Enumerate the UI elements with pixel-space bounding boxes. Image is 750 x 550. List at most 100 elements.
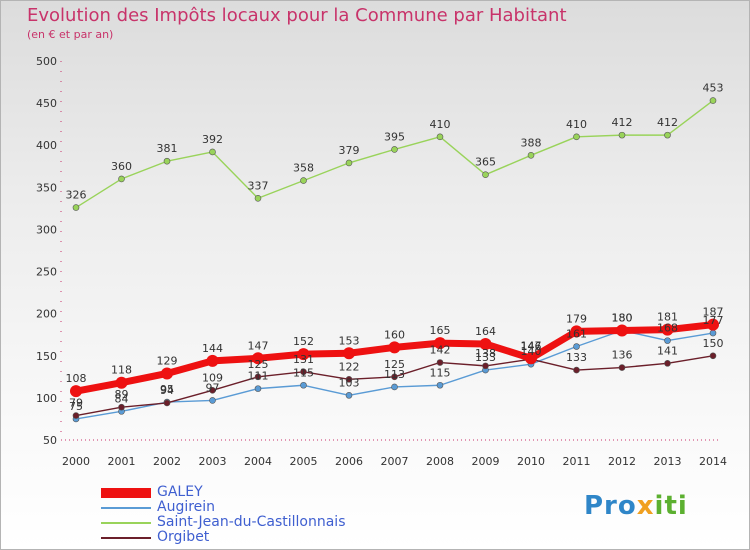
data-point-augirein — [573, 343, 580, 350]
data-point-saint-jean-du-castillonnais — [345, 159, 353, 167]
data-label-galey: 118 — [111, 364, 132, 377]
data-point-galey — [206, 354, 219, 367]
data-label-augirein: 111 — [248, 370, 269, 383]
data-label-galey: 187 — [703, 306, 724, 319]
logo-part-3: iti — [654, 491, 688, 521]
data-point-orgibet — [300, 368, 307, 376]
x-tick-label: 2009 — [472, 455, 500, 468]
data-point-orgibet — [209, 387, 216, 394]
legend-label-saint-jean: Saint-Jean-du-Castillonnais — [157, 514, 346, 530]
data-label-galey: 160 — [384, 328, 405, 341]
data-point-augirein — [391, 383, 398, 391]
data-point-saint-jean-du-castillonnais — [254, 194, 262, 202]
data-label-orgibet: 109 — [202, 371, 223, 384]
data-label-augirein: 161 — [566, 328, 587, 341]
data-label-saint-jean-du-castillonnais: 337 — [248, 179, 269, 192]
legend-label-orgibet: Orgibet — [157, 529, 210, 545]
data-point-saint-jean-du-castillonnais — [482, 171, 489, 178]
chart-title: Evolution des Impôts locaux pour la Comm… — [27, 5, 567, 26]
data-label-saint-jean-du-castillonnais: 410 — [566, 118, 587, 131]
data-point-galey — [252, 352, 264, 365]
data-point-saint-jean-du-castillonnais — [527, 152, 535, 159]
legend-item-orgibet: Orgibet — [101, 530, 346, 545]
data-label-galey: 129 — [157, 354, 178, 367]
y-tick-label: 450 — [36, 97, 57, 110]
data-label-orgibet: 94 — [160, 384, 174, 397]
data-point-orgibet — [118, 403, 125, 411]
data-label-orgibet: 141 — [657, 344, 678, 357]
data-label-galey: 147 — [248, 339, 269, 352]
data-point-galey — [661, 323, 674, 336]
legend-item-augirein: Augirein — [101, 500, 346, 515]
data-label-saint-jean-du-castillonnais: 395 — [384, 130, 405, 143]
data-label-galey: 180 — [612, 312, 633, 325]
x-tick-label: 2001 — [108, 455, 136, 468]
data-label-saint-jean-du-castillonnais: 365 — [475, 156, 496, 169]
x-tick-label: 2002 — [153, 455, 181, 468]
data-point-augirein — [345, 392, 353, 399]
data-label-orgibet: 146 — [521, 340, 542, 353]
data-label-augirein: 180 — [612, 312, 633, 325]
data-point-galey — [70, 385, 82, 398]
x-tick-label: 2000 — [62, 455, 90, 468]
data-label-augirein: 133 — [475, 351, 496, 364]
data-point-augirein — [254, 385, 262, 392]
data-point-orgibet — [573, 366, 580, 374]
series-saint-jean-du-castillonnais — [72, 97, 717, 211]
x-tick-label: 2005 — [290, 455, 318, 468]
y-tick-label: 200 — [36, 308, 57, 321]
legend-item-galey: GALEY — [101, 485, 346, 500]
data-label-saint-jean-du-castillonnais: 392 — [202, 133, 223, 146]
data-point-galey — [434, 337, 446, 350]
data-label-galey: 179 — [566, 312, 587, 325]
data-label-augirein: 115 — [293, 366, 314, 379]
data-label-augirein: 177 — [703, 314, 724, 327]
data-label-saint-jean-du-castillonnais: 379 — [339, 144, 360, 157]
data-label-augirein: 103 — [339, 376, 360, 389]
data-point-galey — [388, 341, 401, 354]
x-tick-label: 2014 — [699, 455, 727, 468]
data-label-orgibet: 122 — [339, 360, 360, 373]
data-point-orgibet — [391, 373, 398, 381]
data-point-augirein — [664, 337, 671, 344]
x-tick-label: 2006 — [335, 455, 363, 468]
data-label-augirein: 115 — [430, 366, 451, 379]
data-label-galey: 181 — [657, 311, 678, 324]
data-point-saint-jean-du-castillonnais — [709, 97, 717, 104]
y-tick-label: 50 — [43, 434, 57, 447]
legend-item-saint-jean: Saint-Jean-du-Castillonnais — [101, 515, 346, 530]
data-point-saint-jean-du-castillonnais — [209, 148, 216, 156]
data-point-augirein — [300, 381, 307, 389]
data-label-augirein: 84 — [115, 392, 129, 405]
data-point-saint-jean-du-castillonnais — [72, 204, 80, 211]
data-point-galey — [115, 376, 128, 389]
data-point-galey — [616, 324, 628, 337]
data-point-orgibet — [709, 352, 717, 360]
data-label-orgibet: 125 — [248, 358, 269, 371]
data-label-saint-jean-du-castillonnais: 453 — [703, 82, 724, 95]
data-label-saint-jean-du-castillonnais: 412 — [612, 116, 633, 129]
data-label-galey: 147 — [521, 339, 542, 352]
data-label-orgibet: 79 — [69, 397, 83, 410]
data-label-augirein: 168 — [657, 322, 678, 335]
data-point-galey — [570, 325, 583, 338]
legend-swatch-galey — [101, 487, 151, 498]
data-point-augirein — [209, 397, 216, 404]
y-tick-label: 300 — [36, 223, 57, 236]
legend-label-galey: GALEY — [157, 484, 203, 500]
legend-swatch-saint-jean — [101, 521, 151, 524]
data-point-orgibet — [72, 412, 80, 419]
data-point-galey — [343, 347, 355, 360]
data-label-orgibet: 142 — [430, 344, 451, 357]
x-tick-label: 2012 — [608, 455, 636, 468]
data-label-orgibet: 136 — [612, 349, 633, 362]
data-label-augirein: 95 — [160, 383, 174, 396]
data-point-augirein — [709, 329, 717, 337]
y-tick-label: 250 — [36, 266, 57, 279]
data-point-saint-jean-du-castillonnais — [436, 133, 444, 141]
x-tick-label: 2004 — [244, 455, 272, 468]
data-point-galey — [525, 352, 537, 365]
data-point-orgibet — [436, 359, 444, 366]
data-label-galey: 153 — [339, 334, 360, 347]
